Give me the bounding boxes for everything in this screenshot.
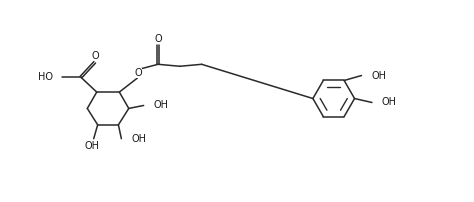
Text: O: O <box>91 51 99 61</box>
Text: O: O <box>154 34 162 44</box>
Text: OH: OH <box>131 134 146 144</box>
Text: OH: OH <box>84 141 99 151</box>
Text: HO: HO <box>38 72 53 82</box>
Text: O: O <box>135 68 142 78</box>
Text: OH: OH <box>382 98 397 107</box>
Text: OH: OH <box>154 100 169 110</box>
Text: OH: OH <box>372 70 386 81</box>
